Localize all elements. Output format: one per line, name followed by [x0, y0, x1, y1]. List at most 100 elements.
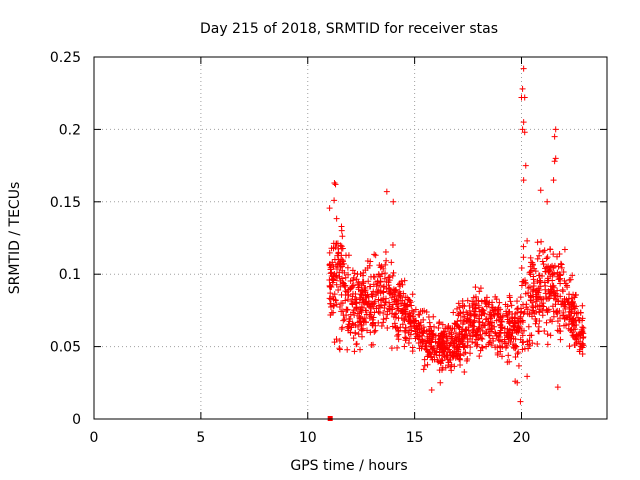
data-point	[542, 265, 549, 272]
data-point	[456, 329, 463, 336]
data-point	[555, 263, 562, 270]
data-point	[534, 340, 541, 347]
data-point	[347, 316, 354, 323]
data-point	[536, 317, 543, 324]
data-point	[361, 319, 368, 326]
data-point	[380, 289, 387, 296]
data-point	[458, 338, 465, 345]
data-point	[515, 329, 522, 336]
plot-frame	[93, 56, 608, 420]
data-point	[421, 356, 428, 363]
data-point	[531, 265, 538, 272]
data-point	[460, 318, 467, 325]
data-point	[550, 313, 557, 320]
data-point	[461, 313, 468, 320]
data-point	[361, 300, 368, 307]
data-point	[349, 293, 356, 300]
data-point	[336, 304, 343, 311]
data-point	[341, 269, 348, 276]
data-point	[436, 320, 443, 327]
data-point	[406, 297, 413, 304]
data-point	[479, 319, 486, 326]
data-point	[578, 328, 585, 335]
data-point	[568, 308, 575, 315]
data-point	[496, 299, 503, 306]
x-axis-label: GPS time / hours	[290, 458, 407, 474]
data-point	[475, 326, 482, 333]
data-point	[392, 324, 399, 331]
x-tick-label: 0	[90, 430, 99, 446]
data-point	[449, 349, 456, 356]
data-point	[448, 333, 455, 340]
data-point	[558, 264, 565, 271]
x-tick-label: 20	[513, 430, 531, 446]
data-point	[344, 264, 351, 271]
data-point	[391, 298, 398, 305]
data-point	[523, 304, 530, 311]
data-point	[554, 253, 561, 260]
data-point	[336, 346, 343, 353]
data-point	[344, 323, 351, 330]
data-point	[451, 325, 458, 332]
data-point	[529, 262, 536, 269]
data-point	[360, 318, 367, 325]
x-tick-label: 15	[406, 430, 424, 446]
y-tick-label: 0.05	[50, 340, 81, 356]
data-point	[360, 299, 367, 306]
data-point	[371, 328, 378, 335]
data-point	[421, 342, 428, 349]
data-point	[375, 319, 382, 326]
data-point	[544, 331, 551, 338]
data-point	[549, 277, 556, 284]
data-point	[475, 297, 482, 304]
data-point	[530, 280, 537, 287]
data-point	[383, 285, 390, 292]
data-point	[437, 379, 444, 386]
data-point	[326, 205, 333, 212]
data-point	[436, 349, 443, 356]
data-point	[363, 294, 370, 301]
data-point	[345, 271, 352, 278]
data-point	[464, 297, 471, 304]
data-point	[565, 295, 572, 302]
data-point	[331, 256, 338, 263]
data-point	[552, 155, 559, 162]
data-point	[454, 334, 461, 341]
data-point	[387, 287, 394, 294]
data-point	[468, 312, 475, 319]
data-point	[473, 336, 480, 343]
data-point	[411, 322, 418, 329]
data-point	[368, 300, 375, 307]
data-point	[457, 317, 464, 324]
data-point	[426, 349, 433, 356]
data-point	[331, 291, 338, 298]
data-point	[415, 333, 422, 340]
data-point	[405, 340, 412, 347]
data-point	[518, 94, 525, 101]
data-point	[428, 387, 435, 394]
data-point	[492, 329, 499, 336]
data-point	[526, 269, 533, 276]
data-point	[504, 313, 511, 320]
data-point	[401, 277, 408, 284]
data-point	[448, 361, 455, 368]
data-point	[575, 338, 582, 345]
data-point	[327, 282, 334, 289]
data-point	[568, 300, 575, 307]
data-point	[339, 233, 346, 240]
x-tick-label: 5	[196, 430, 205, 446]
data-point	[512, 342, 519, 349]
data-point	[350, 282, 357, 289]
data-point	[579, 341, 586, 348]
data-point	[396, 288, 403, 295]
data-point	[527, 254, 534, 261]
data-point	[446, 356, 453, 363]
data-point	[336, 337, 343, 344]
data-point	[383, 188, 390, 195]
data-point	[360, 280, 367, 287]
data-point	[328, 269, 335, 276]
data-point	[374, 289, 381, 296]
data-point	[423, 309, 430, 316]
data-point	[395, 306, 402, 313]
data-point	[493, 317, 500, 324]
